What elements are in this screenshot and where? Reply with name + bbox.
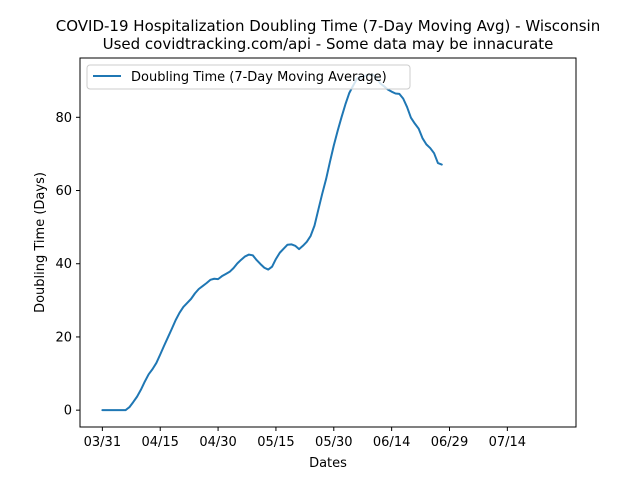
x-tick-label: 03/31	[84, 435, 121, 450]
x-tick-label: 05/30	[315, 435, 352, 450]
y-tick-label: 0	[64, 404, 72, 419]
plot-area	[80, 58, 576, 427]
y-tick-label: 80	[55, 111, 72, 126]
y-tick-label: 20	[55, 330, 72, 345]
y-tick-label: 60	[55, 184, 72, 199]
plot-frame	[79, 57, 577, 428]
legend: Doubling Time (7-Day Moving Average)	[86, 64, 411, 90]
y-axis-label: Doubling Time (Days)	[33, 172, 48, 313]
x-axis-label: Dates	[309, 456, 347, 471]
chart-title-line-2: Used covidtracking.com/api - Some data m…	[103, 35, 554, 53]
legend-label: Doubling Time (7-Day Moving Average)	[131, 70, 387, 85]
y-tick-label: 40	[55, 257, 72, 272]
x-tick-label: 04/30	[199, 435, 236, 450]
x-tick-label: 06/14	[373, 435, 410, 450]
x-tick-label: 06/29	[431, 435, 468, 450]
x-tick-label: 07/14	[489, 435, 526, 450]
x-tick-label: 04/15	[141, 435, 178, 450]
chart-title-line-1: COVID-19 Hospitalization Doubling Time (…	[56, 17, 600, 35]
legend-box	[86, 64, 411, 90]
x-tick-label: 05/15	[257, 435, 294, 450]
ticks-layer: 03/31 04/15 04/30 05/15 05/30 06/14 06/29 07/14…	[55, 111, 526, 450]
